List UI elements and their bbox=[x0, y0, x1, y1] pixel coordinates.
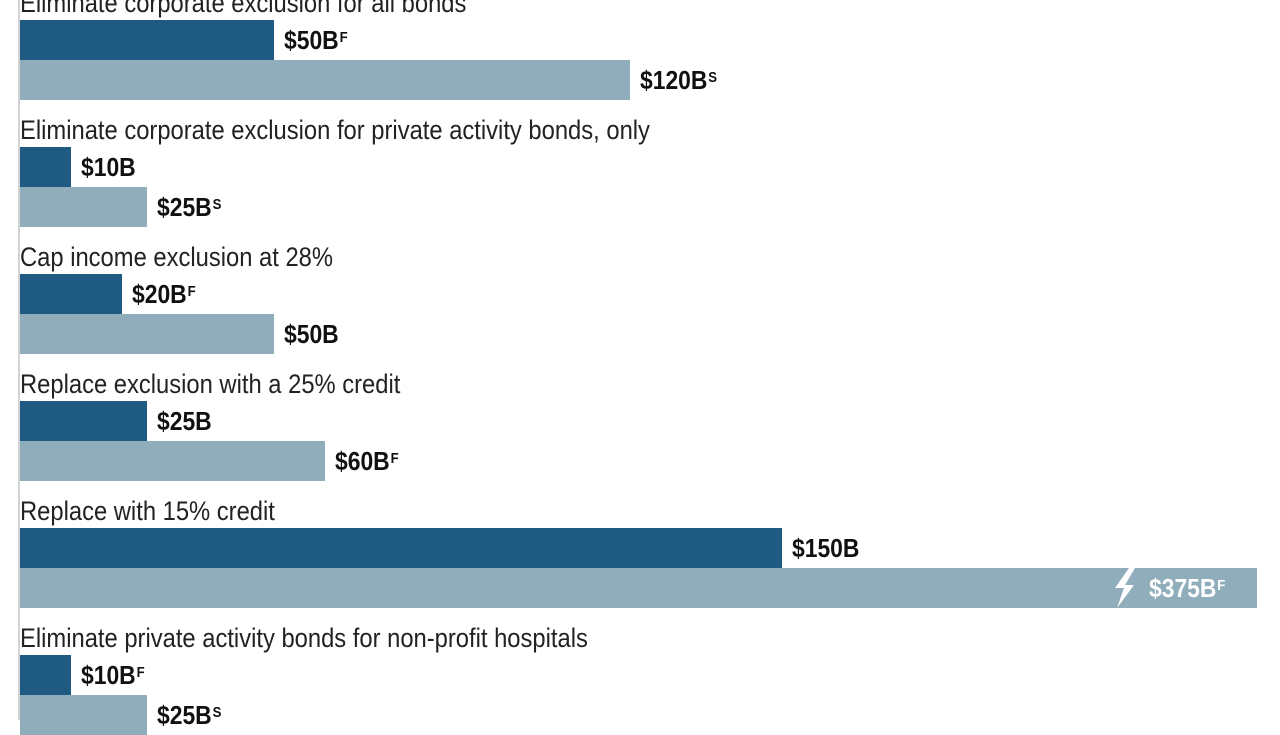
data-label: $10B bbox=[81, 152, 136, 182]
bar bbox=[20, 401, 147, 441]
data-label-note: S bbox=[708, 69, 718, 86]
data-label-value: $150B bbox=[792, 533, 860, 563]
bar bbox=[20, 568, 1257, 608]
bar bbox=[20, 274, 122, 314]
bar bbox=[20, 314, 274, 354]
bar bbox=[20, 187, 147, 227]
bar bbox=[20, 695, 147, 735]
category-label: Cap income exclusion at 28% bbox=[20, 242, 334, 272]
data-label-note: F bbox=[136, 664, 145, 681]
data-label: $25B bbox=[157, 406, 212, 436]
data-label-value: $50B bbox=[284, 25, 339, 55]
bar bbox=[20, 655, 71, 695]
data-label-note: F bbox=[390, 450, 399, 467]
data-label-value: $60B bbox=[335, 446, 390, 476]
category-label: Eliminate corporate exclusion for all bo… bbox=[20, 0, 467, 18]
data-label-note: S bbox=[212, 704, 222, 721]
data-label: $20BF bbox=[132, 279, 196, 309]
data-label: $60BF bbox=[335, 446, 399, 476]
data-label-value: $25B bbox=[157, 700, 212, 730]
axis-break-icon bbox=[1115, 568, 1135, 608]
data-label: $50BF bbox=[284, 25, 348, 55]
data-label-value: $10B bbox=[81, 660, 136, 690]
data-label: $375BF bbox=[1149, 573, 1225, 603]
data-label-value: $375B bbox=[1149, 573, 1217, 603]
data-label: $25BS bbox=[157, 192, 221, 222]
data-label-value: $10B bbox=[81, 152, 136, 182]
category-label: Replace exclusion with a 25% credit bbox=[20, 369, 401, 399]
data-label-value: $50B bbox=[284, 319, 339, 349]
data-label: $120BS bbox=[640, 65, 717, 95]
bar bbox=[20, 528, 782, 568]
data-label: $10BF bbox=[81, 660, 145, 690]
data-label: $50B bbox=[284, 319, 339, 349]
data-label-value: $120B bbox=[640, 65, 708, 95]
bar bbox=[20, 147, 71, 187]
data-label: $25BS bbox=[157, 700, 221, 730]
bar bbox=[20, 20, 274, 60]
bar bbox=[20, 60, 630, 100]
bar-chart: Eliminate corporate exclusion for all bo… bbox=[18, 0, 1257, 735]
data-label-note: F bbox=[1217, 577, 1226, 594]
data-label-note: S bbox=[212, 196, 222, 213]
data-label: $150B bbox=[792, 533, 859, 563]
data-label-note: F bbox=[187, 283, 196, 300]
axis-line bbox=[18, 0, 20, 720]
data-label-value: $25B bbox=[157, 192, 212, 222]
category-label: Eliminate private activity bonds for non… bbox=[20, 623, 588, 653]
data-label-note: F bbox=[339, 29, 348, 46]
bar bbox=[20, 441, 325, 481]
data-label-value: $25B bbox=[157, 406, 212, 436]
data-label-value: $20B bbox=[132, 279, 187, 309]
category-label: Replace with 15% credit bbox=[20, 496, 275, 526]
category-label: Eliminate corporate exclusion for privat… bbox=[20, 115, 650, 145]
